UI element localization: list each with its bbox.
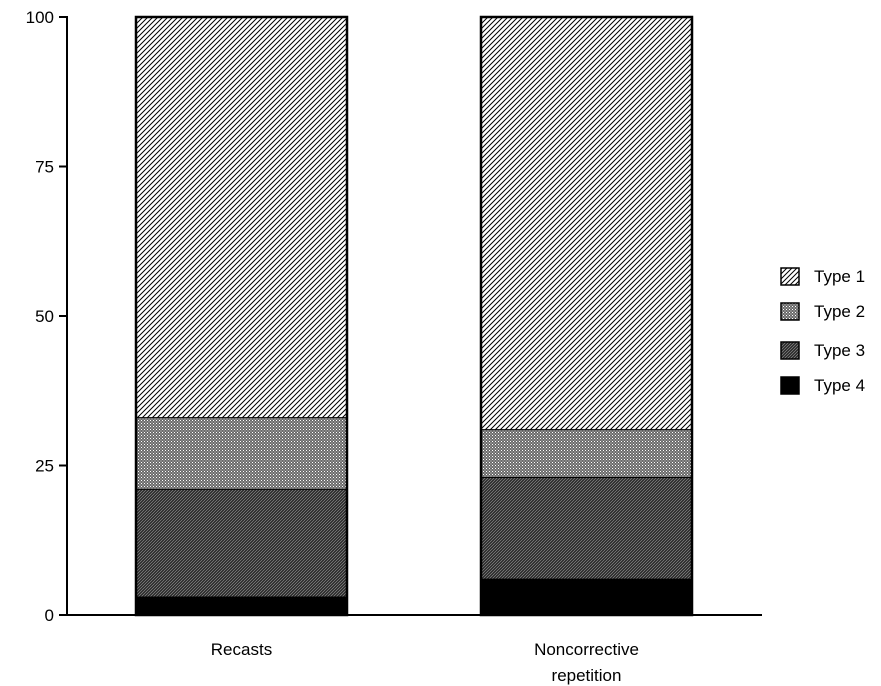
legend-label: Type 2 — [814, 302, 865, 321]
bar-segment-type-3 — [481, 477, 692, 580]
legend-swatch — [780, 267, 800, 286]
y-tick-label: 25 — [35, 457, 54, 476]
y-tick-label: 0 — [45, 606, 54, 625]
y-tick-label: 50 — [35, 307, 54, 326]
legend-label: Type 3 — [814, 341, 865, 360]
bar-segment-type-4 — [481, 579, 692, 615]
bar-segment-type-2 — [136, 417, 347, 490]
legend-swatch — [780, 341, 800, 360]
legend: Type 1 Type 2 Type 3 Type 4 — [780, 267, 865, 395]
bar-segment-type-1 — [481, 17, 692, 430]
x-category-label: Noncorrective — [534, 640, 639, 659]
x-category-label: Recasts — [211, 640, 272, 659]
x-category-label: repetition — [552, 666, 622, 685]
legend-label: Type 1 — [814, 267, 865, 286]
legend-swatch — [780, 376, 800, 395]
bar-segment-type-4 — [136, 597, 347, 615]
bar-outline — [479, 15, 694, 617]
bar-segment-type-1 — [136, 17, 347, 418]
y-tick-label: 75 — [35, 158, 54, 177]
bar-segment-type-2 — [481, 429, 692, 478]
bars — [134, 15, 694, 617]
bar-segment-type-3 — [136, 489, 347, 598]
legend-label: Type 4 — [814, 376, 865, 395]
y-tick-label: 100 — [26, 8, 54, 27]
bar-outline — [134, 15, 349, 617]
category-labels: Recasts Noncorrective repetition — [211, 640, 639, 685]
legend-swatch — [780, 302, 800, 321]
